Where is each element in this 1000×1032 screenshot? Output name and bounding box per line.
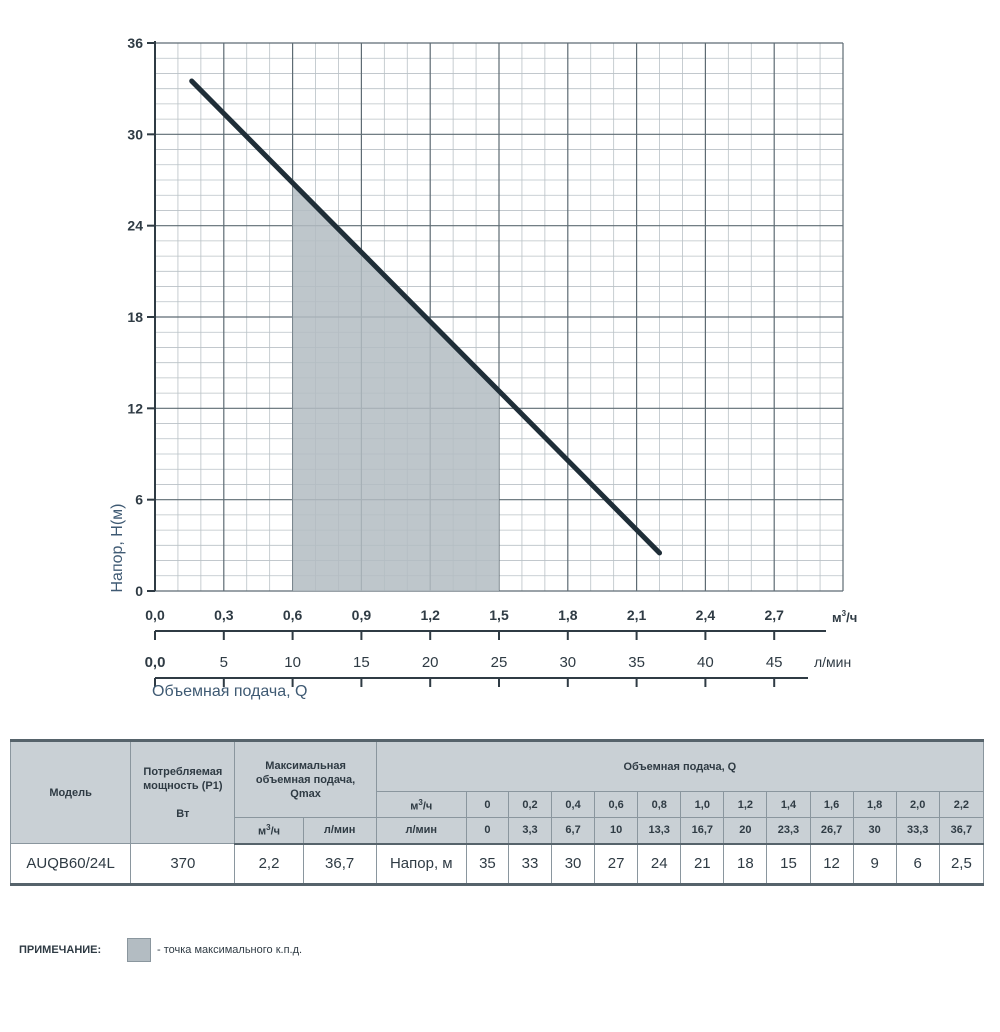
table-header-flow-m3h: 0,8 (637, 791, 682, 818)
x-tick-label-lmin: 15 (353, 654, 370, 671)
cell-head-value: 35 (465, 843, 509, 885)
cell-head-value: 27 (594, 843, 639, 885)
cell-head-value: 12 (809, 843, 854, 885)
table-header-flow-lmin: 26,7 (809, 817, 854, 845)
cell-model: AUQB60/24L (9, 843, 132, 885)
table-header-flow-lmin: 10 (594, 817, 639, 845)
table-header-unit-lmin: л/мин (375, 817, 467, 845)
table-header-flow-lmin: 20 (723, 817, 768, 845)
cell-head-label: Напор, м (375, 843, 467, 885)
table-header-flow-m3h: 1,2 (723, 791, 768, 818)
table-header-flow-lmin: 16,7 (680, 817, 725, 845)
y-axis-label: Напор, H(м) (109, 503, 126, 592)
table-header-flow-lmin: 30 (852, 817, 897, 845)
table-header-flow-m3h: 2,0 (895, 791, 940, 818)
x-tick-label-m3h: 2,7 (764, 607, 784, 623)
y-tick-label: 18 (127, 309, 143, 325)
y-tick-label: 30 (127, 126, 143, 142)
cell-head-value: 30 (551, 843, 596, 885)
y-tick-label: 12 (127, 400, 143, 416)
cell-qmax-m3h: 2,2 (234, 843, 304, 885)
table-header-qmax: Максимальная объемная подача, Qmax (234, 740, 377, 818)
table-header-flow-m3h: 1,4 (766, 791, 811, 818)
note-text: - точка максимального к.п.д. (157, 944, 303, 956)
y-tick-label: 0 (135, 583, 143, 599)
x-tick-label-m3h: 1,5 (489, 607, 509, 623)
x-tick-label-lmin: 0,0 (145, 654, 166, 671)
table-header-flow-m3h: 0,2 (507, 791, 553, 818)
max-efficiency-region (292, 182, 499, 591)
note-swatch (127, 938, 151, 962)
x-unit-lmin: л/мин (814, 654, 851, 670)
x-tick-label-lmin: 40 (697, 654, 714, 671)
table-header-flow-lmin: 0 (465, 817, 509, 845)
x-tick-label-m3h: 1,2 (420, 607, 440, 623)
table-header-flow-m3h: 1,6 (809, 791, 854, 818)
x-tick-label-lmin: 35 (628, 654, 645, 671)
x-tick-label-m3h: 0,3 (214, 607, 234, 623)
table-header-model: Модель (9, 740, 132, 844)
note: ПРИМЕЧАНИЕ: - точка максимального к.п.д. (19, 938, 302, 962)
x-tick-label-lmin: 20 (422, 654, 439, 671)
x-tick-label-m3h: 0,0 (145, 607, 165, 623)
note-label: ПРИМЕЧАНИЕ: (19, 944, 102, 956)
table-header-flow-lmin: 13,3 (637, 817, 682, 845)
x-tick-label-lmin: 25 (491, 654, 508, 671)
table-header-flow-lmin: 36,7 (938, 817, 985, 845)
y-axis-ticks: 0 6 12 18 24 30 36 (127, 35, 155, 599)
x-unit-m3h: м3/ч (832, 609, 857, 625)
cell-head-value: 15 (766, 843, 811, 885)
x-tick-label-m3h: 0,6 (283, 607, 303, 623)
x-tick-label-lmin: 45 (766, 654, 783, 671)
x-tick-label-lmin: 5 (220, 654, 228, 671)
cell-power: 370 (130, 843, 236, 885)
x-axis-ticks-m3h: 0,0 0,3 0,6 0,9 1,2 1,5 1,8 2,1 2,4 2,7 (145, 607, 784, 640)
table-header-qmax-lmin: л/мин (302, 817, 377, 845)
x-axis-ticks-lmin: 0,0 5 10 15 20 25 30 35 40 45 (145, 654, 783, 687)
cell-head-value: 18 (723, 843, 768, 885)
cell-head-value: 24 (637, 843, 682, 885)
table-header-flow-lmin: 33,3 (895, 817, 940, 845)
x-tick-label-lmin: 10 (284, 654, 301, 671)
table-row: AUQB60/24L 370 2,2 36,7 Напор, м 35 33 30 2… (9, 843, 985, 885)
x-tick-label-lmin: 30 (559, 654, 576, 671)
table-header-qmax-m3h: м3/ч (234, 817, 304, 845)
y-tick-label: 24 (127, 218, 143, 234)
table-header-flow-m3h: 0,4 (551, 791, 596, 818)
x-tick-label-m3h: 1,8 (558, 607, 578, 623)
table-header-flow-lmin: 23,3 (766, 817, 811, 845)
table-header-flow-m3h: 0 (465, 791, 509, 818)
pump-performance-chart: 0 6 12 18 24 30 36 0,0 0,3 0,6 0,9 1,2 1,5 1,8 2,1 2,4… (109, 35, 857, 700)
cell-head-value: 21 (680, 843, 725, 885)
series-line-head-curve (189, 78, 663, 556)
x-axis-label: Объемная подача, Q (152, 683, 307, 700)
cell-head-value: 6 (895, 843, 940, 885)
cell-head-value: 2,5 (938, 843, 985, 885)
table-header-flow-m3h: 1,8 (852, 791, 897, 818)
table-header-flow-m3h: 2,2 (938, 791, 985, 818)
x-tick-label-m3h: 0,9 (352, 607, 372, 623)
cell-head-value: 33 (507, 843, 553, 885)
table-header-flow-m3h: 1,0 (680, 791, 725, 818)
table-header-power: Потребляемая мощность (P1) Вт (130, 740, 236, 844)
x-tick-label-m3h: 2,4 (696, 607, 716, 623)
spec-table: Модель Потребляемая мощность (P1) Вт Мак… (9, 739, 985, 886)
y-tick-label: 36 (127, 35, 143, 51)
table-header-flow-lmin: 6,7 (551, 817, 596, 845)
cell-qmax-lmin: 36,7 (302, 843, 377, 885)
table-header-flow: Объемная подача, Q (375, 740, 985, 792)
x-tick-label-m3h: 2,1 (627, 607, 647, 623)
table-header-unit-m3h: м3/ч (375, 791, 467, 818)
table-header-flow-m3h: 0,6 (594, 791, 639, 818)
y-tick-label: 6 (135, 492, 143, 508)
cell-head-value: 9 (852, 843, 897, 885)
table-header-flow-lmin: 3,3 (507, 817, 553, 845)
